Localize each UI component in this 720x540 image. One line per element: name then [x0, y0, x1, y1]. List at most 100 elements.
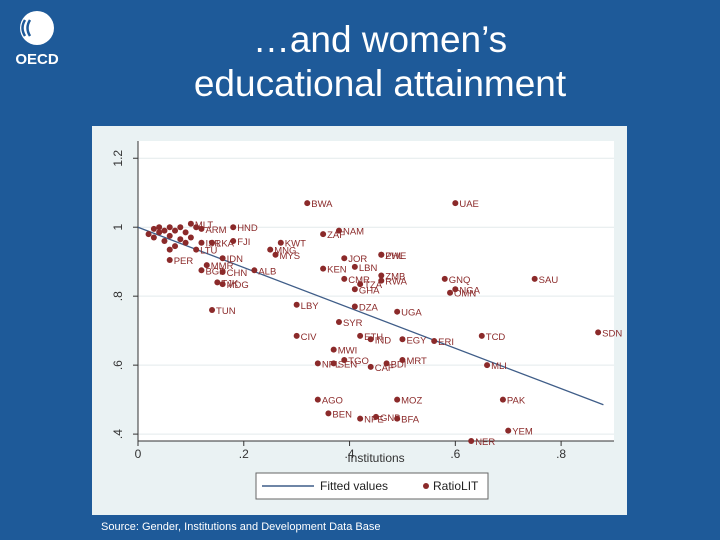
- point-label: UGA: [401, 308, 422, 319]
- data-point: [182, 239, 189, 246]
- point-label: FJI: [237, 237, 250, 248]
- x-axis-label: Institutions: [347, 451, 404, 465]
- data-point: [277, 239, 284, 246]
- point-label: YEM: [512, 427, 533, 438]
- point-label: AGO: [322, 396, 343, 407]
- point-label: TZA: [364, 280, 383, 291]
- point-label: OMN: [454, 289, 476, 300]
- point-label: TCD: [486, 332, 506, 343]
- x-tick-label: 0: [135, 447, 142, 461]
- point-label: JOR: [348, 254, 367, 265]
- x-tick-label: .8: [556, 447, 566, 461]
- x-tick-label: .6: [450, 447, 460, 461]
- data-point: [198, 239, 205, 246]
- data-point: [595, 329, 602, 336]
- point-label: BEN: [332, 409, 352, 420]
- point-label: MDG: [227, 280, 249, 291]
- point-label: MLI: [491, 361, 507, 372]
- point-label: KWT: [285, 239, 306, 250]
- point-label: IND: [375, 335, 392, 346]
- point-label: SYR: [343, 318, 363, 329]
- point-label: MNG: [274, 246, 296, 257]
- point-label: HND: [237, 223, 258, 234]
- data-point: [431, 338, 438, 344]
- data-point: [367, 363, 374, 370]
- point-label: SEN: [338, 359, 358, 370]
- point-label: BGD: [205, 266, 226, 277]
- data-point: [499, 396, 506, 403]
- point-label: LTU: [200, 246, 217, 257]
- data-point: [172, 243, 179, 250]
- data-point: [166, 246, 173, 253]
- point-label: ISR: [205, 239, 221, 250]
- point-label: NER: [475, 437, 495, 448]
- data-point: [378, 272, 385, 279]
- data-point: [267, 246, 274, 253]
- y-tick-label: .4: [111, 429, 125, 439]
- point-label: MWI: [338, 346, 358, 357]
- data-point: [505, 427, 512, 434]
- source-note: Source: Gender, Institutions and Develop…: [101, 521, 381, 533]
- data-point: [182, 229, 189, 236]
- point-label: PAK: [507, 396, 526, 407]
- data-point: [351, 286, 358, 293]
- data-point: [325, 410, 332, 417]
- point-label: UAE: [459, 199, 479, 210]
- point-label: MYS: [280, 251, 301, 262]
- data-point: [193, 224, 200, 231]
- point-label: LBN: [359, 263, 378, 274]
- data-point: [272, 251, 279, 258]
- point-label: TGO: [348, 356, 369, 367]
- point-label: MRT: [406, 356, 427, 367]
- data-point: [193, 246, 200, 253]
- data-point: [394, 308, 401, 315]
- point-label: LBY: [301, 301, 320, 312]
- fitted-values-line: [137, 226, 604, 406]
- point-label: RWA: [385, 277, 407, 288]
- point-label: ETH: [364, 332, 383, 343]
- data-point: [531, 275, 538, 282]
- data-point: [177, 224, 184, 231]
- data-point: [166, 256, 173, 263]
- point-label: CMR: [348, 275, 370, 286]
- point-label: CAF: [375, 363, 394, 374]
- data-point: [394, 396, 401, 403]
- legend: Fitted values RatioLIT: [255, 472, 489, 500]
- chart-panel: .4 .6 .8 1 1.2 0 .2 .4 .6 .8 MLT HND ARM ISR LKA FJI L…: [92, 126, 627, 515]
- point-label: GHA: [359, 285, 380, 296]
- point-label: BWA: [311, 199, 333, 210]
- data-point: [478, 332, 485, 339]
- point-label: ZWE: [385, 251, 406, 262]
- point-label: DZA: [359, 303, 379, 314]
- data-point: [394, 415, 401, 422]
- data-point: [383, 360, 390, 367]
- data-point: [230, 238, 237, 244]
- data-point: [335, 319, 342, 326]
- data-point: [219, 255, 226, 262]
- y-tick-label: .8: [111, 291, 125, 301]
- data-point: [198, 267, 205, 274]
- point-label: EGY: [406, 335, 427, 346]
- y-tick-label: .6: [111, 360, 125, 370]
- x-tick-label: .2: [239, 447, 249, 461]
- data-point: [156, 224, 163, 231]
- data-point: [341, 255, 348, 262]
- data-point: [341, 356, 348, 363]
- y-tick-label: 1.2: [111, 150, 125, 167]
- point-label: MMR: [211, 261, 234, 272]
- data-point: [177, 236, 184, 243]
- data-point: [209, 306, 216, 313]
- data-point: [447, 289, 454, 296]
- y-tick-label: 1: [111, 224, 125, 231]
- data-point: [293, 301, 300, 308]
- data-point: [357, 415, 364, 422]
- data-point: [203, 262, 210, 269]
- data-point: [320, 231, 327, 238]
- data-point: [198, 225, 205, 232]
- data-point: [468, 438, 475, 444]
- data-point: [378, 277, 385, 284]
- data-point: [378, 251, 385, 258]
- data-point: [320, 265, 327, 272]
- data-point: [330, 346, 337, 353]
